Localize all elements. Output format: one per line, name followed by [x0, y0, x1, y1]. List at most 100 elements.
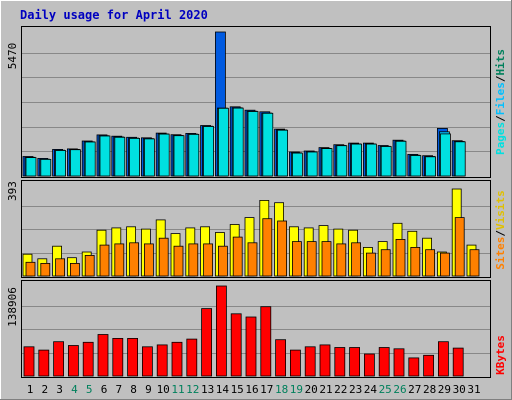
ymax-label-visits: 393 — [6, 181, 19, 201]
x-tick-label: 4 — [71, 383, 78, 396]
bar-kbytes-day-24 — [363, 353, 375, 377]
bar-pages-day-25 — [380, 146, 392, 177]
bar-sites-day-19 — [291, 241, 302, 277]
ymax-label-kbytes: 138906 — [6, 287, 19, 327]
x-tick-label: 21 — [319, 383, 332, 396]
bar-pages-day-23 — [351, 143, 363, 177]
x-tick-label: 3 — [56, 383, 63, 396]
bar-pages-day-19 — [291, 152, 303, 177]
bar-kbytes-day-7 — [112, 337, 124, 377]
bar-sites-day-27 — [410, 246, 421, 277]
x-tick-label: 31 — [467, 383, 480, 396]
bar-kbytes-day-12 — [186, 338, 198, 377]
bar-sites-day-30 — [454, 217, 465, 277]
x-tick-label: 28 — [423, 383, 436, 396]
bar-kbytes-day-14 — [215, 285, 227, 377]
bar-pages-day-21 — [321, 148, 333, 177]
x-tick-label: 18 — [275, 383, 288, 396]
x-tick-label: 9 — [145, 383, 152, 396]
bar-kbytes-day-29 — [437, 341, 449, 377]
x-tick-label: 1 — [27, 383, 34, 396]
bar-kbytes-day-5 — [82, 341, 94, 377]
x-tick-label: 6 — [101, 383, 108, 396]
bar-pages-day-4 — [70, 149, 81, 177]
bar-pages-day-7 — [114, 136, 126, 177]
bar-sites-day-13 — [203, 243, 214, 277]
legend-hits-files-pages: Pages/Files/Hits — [494, 49, 507, 155]
bar-sites-day-23 — [351, 242, 362, 277]
bar-pages-day-20 — [306, 151, 318, 177]
bar-kbytes-day-13 — [201, 308, 213, 377]
ymax-label-hits: 5470 — [6, 43, 19, 70]
bar-pages-day-9 — [143, 138, 155, 177]
bar-kbytes-day-16 — [245, 316, 257, 377]
bar-pages-day-22 — [336, 145, 348, 177]
bar-sites-day-10 — [158, 237, 169, 277]
x-tick-label: 7 — [115, 383, 122, 396]
bar-pages-day-16 — [247, 111, 259, 177]
bar-kbytes-day-10 — [156, 344, 168, 377]
x-tick-label: 26 — [393, 383, 406, 396]
bar-sites-day-3 — [55, 258, 65, 277]
bar-sites-day-6 — [99, 244, 110, 277]
x-tick-label: 20 — [305, 383, 318, 396]
chart-title: Daily usage for April 2020 — [20, 8, 208, 22]
bar-kbytes-day-15 — [230, 313, 242, 377]
x-tick-label: 5 — [86, 383, 93, 396]
bar-sites-day-12 — [188, 243, 199, 277]
bar-sites-day-16 — [247, 242, 258, 277]
x-tick-label: 19 — [290, 383, 303, 396]
bar-pages-day-17 — [262, 112, 274, 177]
bar-kbytes-day-30 — [452, 347, 464, 377]
bar-kbytes-day-17 — [260, 306, 272, 377]
bar-pages-day-1 — [25, 157, 37, 177]
legend-pages: Pages — [494, 122, 507, 155]
legend-visits-sites: Sites/Visits — [494, 190, 507, 270]
bar-pages-day-8 — [129, 137, 141, 177]
bar-pages-day-29 — [439, 133, 451, 177]
bar-sites-day-29 — [439, 252, 450, 277]
x-tick-label: 23 — [349, 383, 362, 396]
bar-sites-day-15 — [232, 236, 243, 277]
bar-sites-day-17 — [262, 218, 273, 277]
bar-pages-day-11 — [173, 135, 185, 177]
bar-sites-day-2 — [40, 262, 51, 277]
bar-pages-day-30 — [454, 141, 466, 177]
bar-pages-day-3 — [55, 150, 66, 177]
bar-kbytes-day-9 — [141, 346, 153, 377]
x-tick-label: 12 — [186, 383, 199, 396]
legend-sites: Sites — [494, 237, 507, 270]
x-tick-label: 10 — [157, 383, 170, 396]
bar-kbytes-day-27 — [408, 357, 420, 377]
bar-sites-day-22 — [336, 243, 347, 277]
bar-kbytes-day-8 — [127, 337, 138, 377]
bar-sites-day-14 — [217, 245, 228, 277]
bar-pages-day-13 — [203, 126, 215, 177]
x-tick-label: 29 — [438, 383, 451, 396]
bar-kbytes-day-20 — [304, 346, 316, 377]
bar-sites-day-20 — [306, 241, 317, 277]
bar-sites-day-28 — [425, 249, 436, 277]
bar-pages-day-27 — [410, 155, 422, 177]
x-axis-labels: 1 2 3 4 5 6 7 8 9 10 11 12 13 14 15 16 17 18 19 20 21 22 23 24 2… — [27, 383, 481, 396]
bars-layer — [22, 31, 480, 377]
legend-kbytes: KBytes — [494, 335, 507, 375]
bar-sites-day-26 — [395, 238, 406, 277]
bar-sites-day-4 — [70, 262, 80, 277]
x-tick-label: 27 — [408, 383, 421, 396]
bar-kbytes-day-25 — [378, 347, 390, 377]
bar-kbytes-day-22 — [334, 347, 346, 377]
bar-sites-day-7 — [114, 243, 125, 277]
bar-kbytes-day-23 — [349, 347, 361, 377]
bar-pages-day-12 — [188, 133, 200, 177]
bar-kbytes-day-18 — [275, 339, 287, 377]
bar-sites-day-18 — [277, 220, 288, 277]
x-tick-label: 11 — [171, 383, 184, 396]
bar-kbytes-day-1 — [23, 346, 35, 377]
bar-pages-day-10 — [158, 133, 170, 177]
bar-kbytes-day-19 — [289, 349, 301, 377]
bar-pages-day-15 — [232, 107, 244, 177]
legend-files: Files — [494, 82, 507, 115]
x-tick-label: 13 — [201, 383, 214, 396]
